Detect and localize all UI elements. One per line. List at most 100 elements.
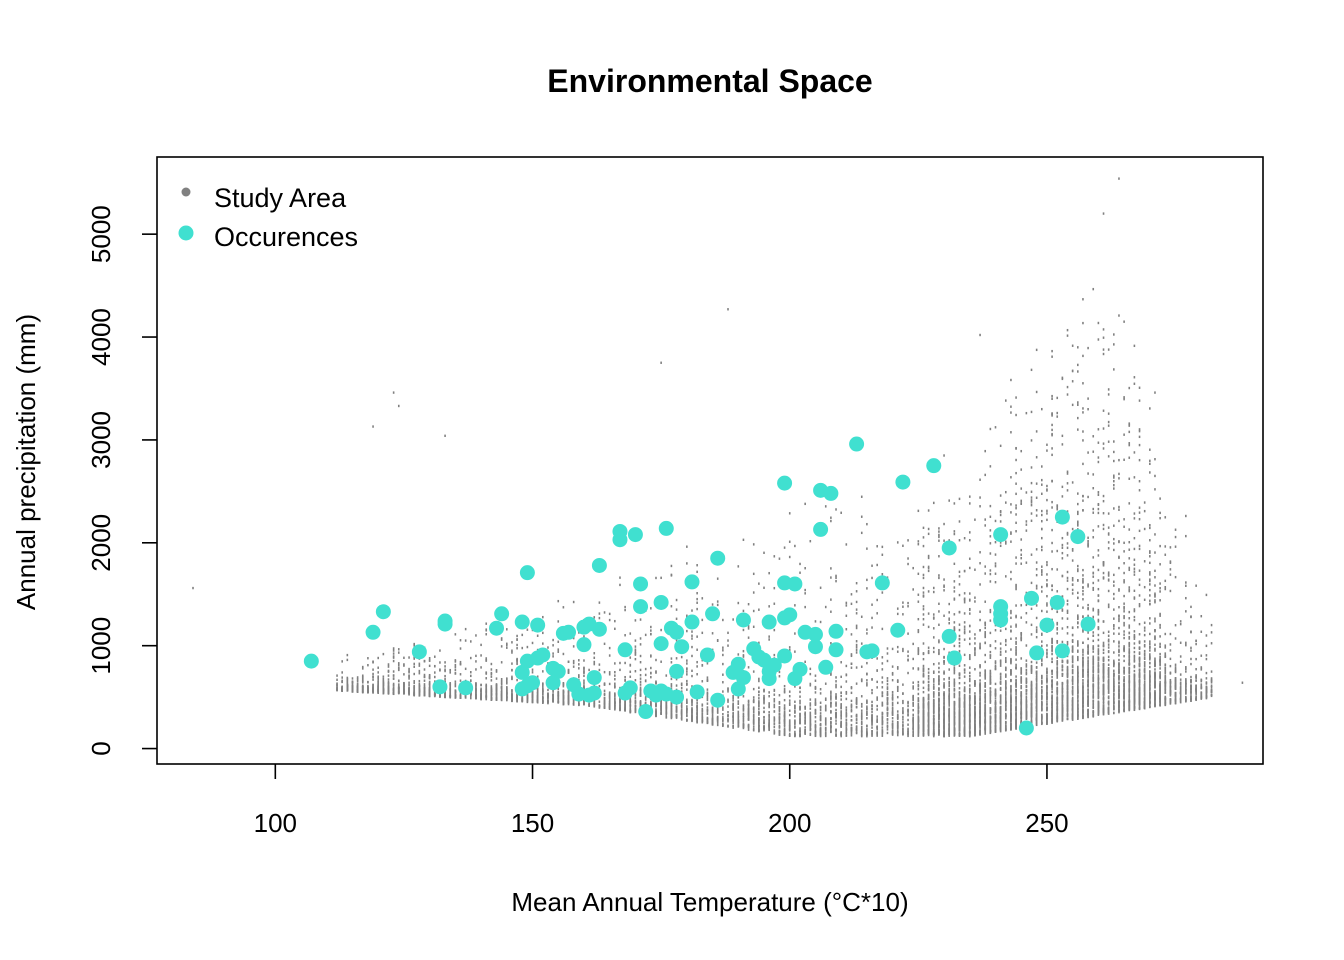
study-area-point <box>866 705 868 708</box>
study-area-point <box>979 665 981 669</box>
study-area-point <box>624 608 626 612</box>
study-area-point <box>1061 684 1064 687</box>
study-area-point <box>896 607 899 610</box>
study-area-point <box>1010 625 1012 628</box>
study-area-point <box>984 600 987 603</box>
study-area-point <box>634 678 637 682</box>
study-area-point <box>758 727 760 730</box>
study-area-point <box>1097 428 1100 431</box>
study-area-point <box>891 693 894 696</box>
study-area-point <box>1025 692 1028 695</box>
study-area-point <box>938 666 940 670</box>
study-area-point <box>958 634 961 638</box>
study-area-point <box>783 707 786 711</box>
study-area-point <box>727 698 729 701</box>
study-area-point <box>953 586 956 589</box>
study-area-point <box>763 688 765 692</box>
study-area-point <box>968 655 971 658</box>
study-area-point <box>1082 574 1084 577</box>
study-area-point <box>1169 657 1172 661</box>
study-area-point <box>392 656 395 659</box>
study-area-point <box>722 720 724 723</box>
study-area-point <box>680 686 683 690</box>
study-area-point <box>1107 638 1110 641</box>
study-area-point <box>927 651 930 655</box>
study-area-point <box>341 671 343 674</box>
study-area-point <box>387 692 390 695</box>
study-area-point <box>1046 509 1048 513</box>
study-area-point <box>1113 659 1115 662</box>
study-area-point <box>444 661 446 664</box>
study-area-point <box>737 706 740 709</box>
study-area-point <box>490 679 493 682</box>
study-area-point <box>984 709 987 712</box>
study-area-point <box>1087 397 1089 400</box>
study-area-point <box>397 648 400 651</box>
study-area-point <box>547 688 549 692</box>
study-area-point <box>675 707 678 711</box>
study-area-point <box>943 672 945 675</box>
study-area-point <box>1051 687 1053 691</box>
study-area-point <box>1118 605 1120 609</box>
study-area-point <box>650 655 652 658</box>
study-area-point <box>572 636 575 640</box>
study-area-point <box>866 578 868 582</box>
study-area-point <box>747 627 750 630</box>
study-area-point <box>963 628 966 631</box>
study-area-point <box>994 426 997 429</box>
study-area-point <box>1010 511 1012 514</box>
study-area-point <box>1046 655 1048 659</box>
study-area-point <box>1056 632 1059 635</box>
study-area-point <box>794 685 796 688</box>
study-area-point <box>989 580 992 583</box>
study-area-point <box>1138 651 1141 654</box>
study-area-point <box>1077 604 1079 607</box>
study-area-point <box>542 631 544 635</box>
study-area-point <box>367 657 369 660</box>
study-area-point <box>1061 574 1064 578</box>
study-area-point <box>948 617 951 620</box>
study-area-point <box>1128 683 1131 687</box>
study-area-point <box>927 674 930 678</box>
study-area-point <box>953 580 956 583</box>
study-area-point <box>1071 592 1074 595</box>
study-area-point <box>1051 657 1053 660</box>
study-area-point <box>1061 640 1064 644</box>
study-area-point <box>979 642 981 646</box>
study-area-point <box>1195 642 1197 646</box>
study-area-point <box>1210 681 1213 684</box>
study-area-point <box>696 701 698 705</box>
study-area-point <box>397 666 400 669</box>
study-area-point <box>968 531 971 534</box>
study-area-point <box>1113 524 1115 527</box>
study-area-point <box>840 706 842 710</box>
study-area-point <box>1020 686 1023 689</box>
study-area-point <box>603 611 606 614</box>
study-area-point <box>1138 602 1141 606</box>
study-area-point <box>968 502 971 505</box>
study-area-point <box>922 586 925 590</box>
study-area-point <box>1107 455 1110 458</box>
study-area-points <box>192 177 1244 738</box>
study-area-point <box>938 639 940 642</box>
study-area-point <box>979 478 981 481</box>
study-area-point <box>1015 693 1017 696</box>
study-area-point <box>722 708 724 711</box>
study-area-point <box>1015 623 1017 626</box>
study-area-point <box>356 676 359 679</box>
study-area-point <box>464 696 467 699</box>
study-area-point <box>932 650 935 654</box>
study-area-point <box>1097 493 1100 497</box>
study-area-point <box>938 555 940 558</box>
study-area-point <box>1010 659 1012 662</box>
study-area-point <box>1128 502 1131 505</box>
study-area-point <box>1195 692 1197 696</box>
study-area-point <box>408 667 410 671</box>
study-area-point <box>1143 509 1146 513</box>
study-area-point <box>963 537 966 540</box>
study-area-point <box>866 661 868 665</box>
study-area-point <box>655 576 657 580</box>
study-area-point <box>989 677 992 681</box>
study-area-point <box>917 647 920 650</box>
study-area-point <box>860 732 863 736</box>
